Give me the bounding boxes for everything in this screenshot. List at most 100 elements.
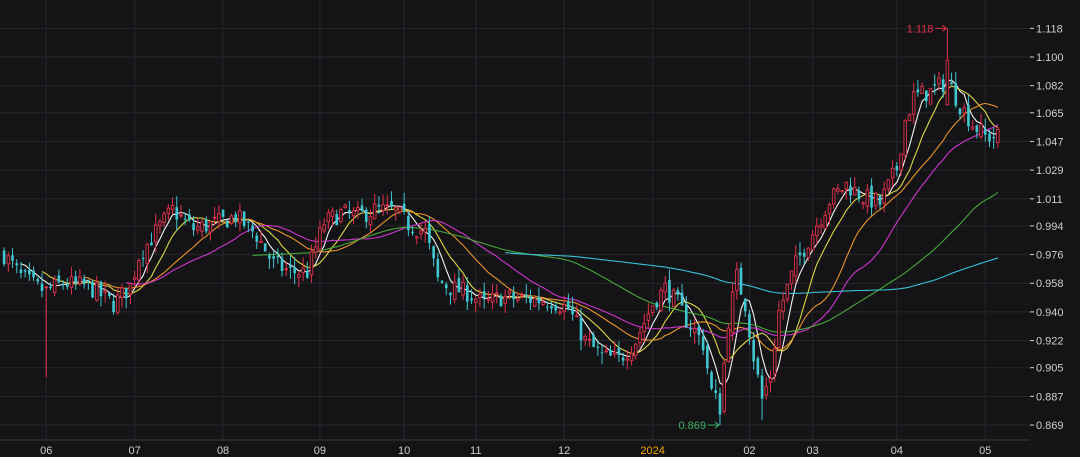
candle-body <box>621 357 625 361</box>
candle-body <box>676 290 680 295</box>
candle-body <box>268 255 271 259</box>
candle-body <box>318 227 322 250</box>
candle-body <box>587 338 592 341</box>
candle <box>575 304 579 318</box>
candle-body <box>229 215 234 224</box>
candle-body <box>802 252 806 257</box>
candle <box>69 266 74 295</box>
candle-body <box>579 317 583 341</box>
candle-body <box>760 375 764 399</box>
candle-body <box>276 255 280 258</box>
candle-body <box>503 295 507 304</box>
candle <box>478 288 482 308</box>
candle-body <box>970 126 975 130</box>
candle-body <box>975 125 979 133</box>
candle <box>44 286 48 378</box>
candle-body <box>596 346 600 349</box>
candle <box>503 289 507 313</box>
candle <box>112 293 115 315</box>
candle <box>82 274 86 289</box>
candle-body <box>583 335 587 341</box>
candle <box>895 161 899 177</box>
candle-body <box>512 292 515 300</box>
candle-body <box>69 276 74 288</box>
candle-body <box>368 215 373 225</box>
candle <box>200 218 204 238</box>
candle <box>592 331 595 348</box>
candle-body <box>36 278 40 282</box>
candle-body <box>958 108 962 115</box>
candle <box>124 287 128 309</box>
candle <box>466 276 469 311</box>
candle <box>554 302 558 314</box>
candle <box>309 244 314 283</box>
x-tick-label: 02 <box>743 445 755 457</box>
candle-body <box>604 350 609 353</box>
candle <box>916 80 920 97</box>
candle-body <box>739 267 743 295</box>
candle <box>945 28 950 106</box>
candle-body <box>407 216 410 231</box>
candle-body <box>928 88 933 105</box>
candle <box>49 282 52 291</box>
candle <box>975 124 979 139</box>
candle-body <box>339 209 343 222</box>
candle-body <box>764 386 769 396</box>
candle <box>440 280 444 284</box>
candle <box>520 291 524 299</box>
candle-body <box>470 298 473 301</box>
candle-body <box>806 247 811 258</box>
candle-body <box>571 306 574 315</box>
candle-body <box>423 227 427 233</box>
candle-body <box>798 252 802 256</box>
candle-body <box>297 274 301 278</box>
candle-body <box>87 280 90 282</box>
candle-body <box>364 209 368 222</box>
candle <box>726 323 731 364</box>
candle <box>490 284 495 310</box>
candle <box>313 236 318 259</box>
candle <box>293 257 296 285</box>
candle-body <box>920 86 924 95</box>
candle-body <box>815 225 819 236</box>
candle-body <box>979 123 983 138</box>
candle <box>748 309 751 345</box>
candle-body <box>15 263 19 266</box>
candle <box>806 247 811 261</box>
candle <box>65 277 69 290</box>
candle-body <box>710 372 713 389</box>
candle-body <box>94 282 99 301</box>
candle <box>722 358 726 414</box>
y-tick-label: 0.940 <box>1036 307 1064 319</box>
candle <box>587 330 592 347</box>
candle <box>499 293 503 307</box>
candle <box>339 207 343 224</box>
candle-body <box>272 256 275 259</box>
ma10-line <box>41 85 999 361</box>
y-axis-ticks: 1.118 1.100 1.082 1.065 1.047 1.029 1.011 0.994… <box>1030 23 1064 432</box>
candle <box>364 207 368 229</box>
candle <box>318 220 322 254</box>
candle <box>676 287 680 301</box>
y-tick-label: 1.100 <box>1036 52 1064 64</box>
candle <box>411 226 414 236</box>
candle-body <box>263 243 267 252</box>
candle-body <box>170 205 175 211</box>
candle-body <box>874 193 878 207</box>
candle-body <box>777 310 781 348</box>
candle <box>461 275 465 300</box>
candle <box>368 209 373 232</box>
candle-body <box>166 207 171 214</box>
candle-body <box>781 299 785 312</box>
candle-body <box>507 290 512 294</box>
y-tick-label: 0.869 <box>1036 420 1064 432</box>
candle <box>19 261 23 279</box>
candle-body <box>524 294 528 298</box>
candle <box>470 289 473 304</box>
candle <box>103 280 107 303</box>
candle-body <box>52 278 57 293</box>
candle-body <box>907 114 912 122</box>
candle <box>52 275 57 297</box>
candle <box>979 114 983 140</box>
